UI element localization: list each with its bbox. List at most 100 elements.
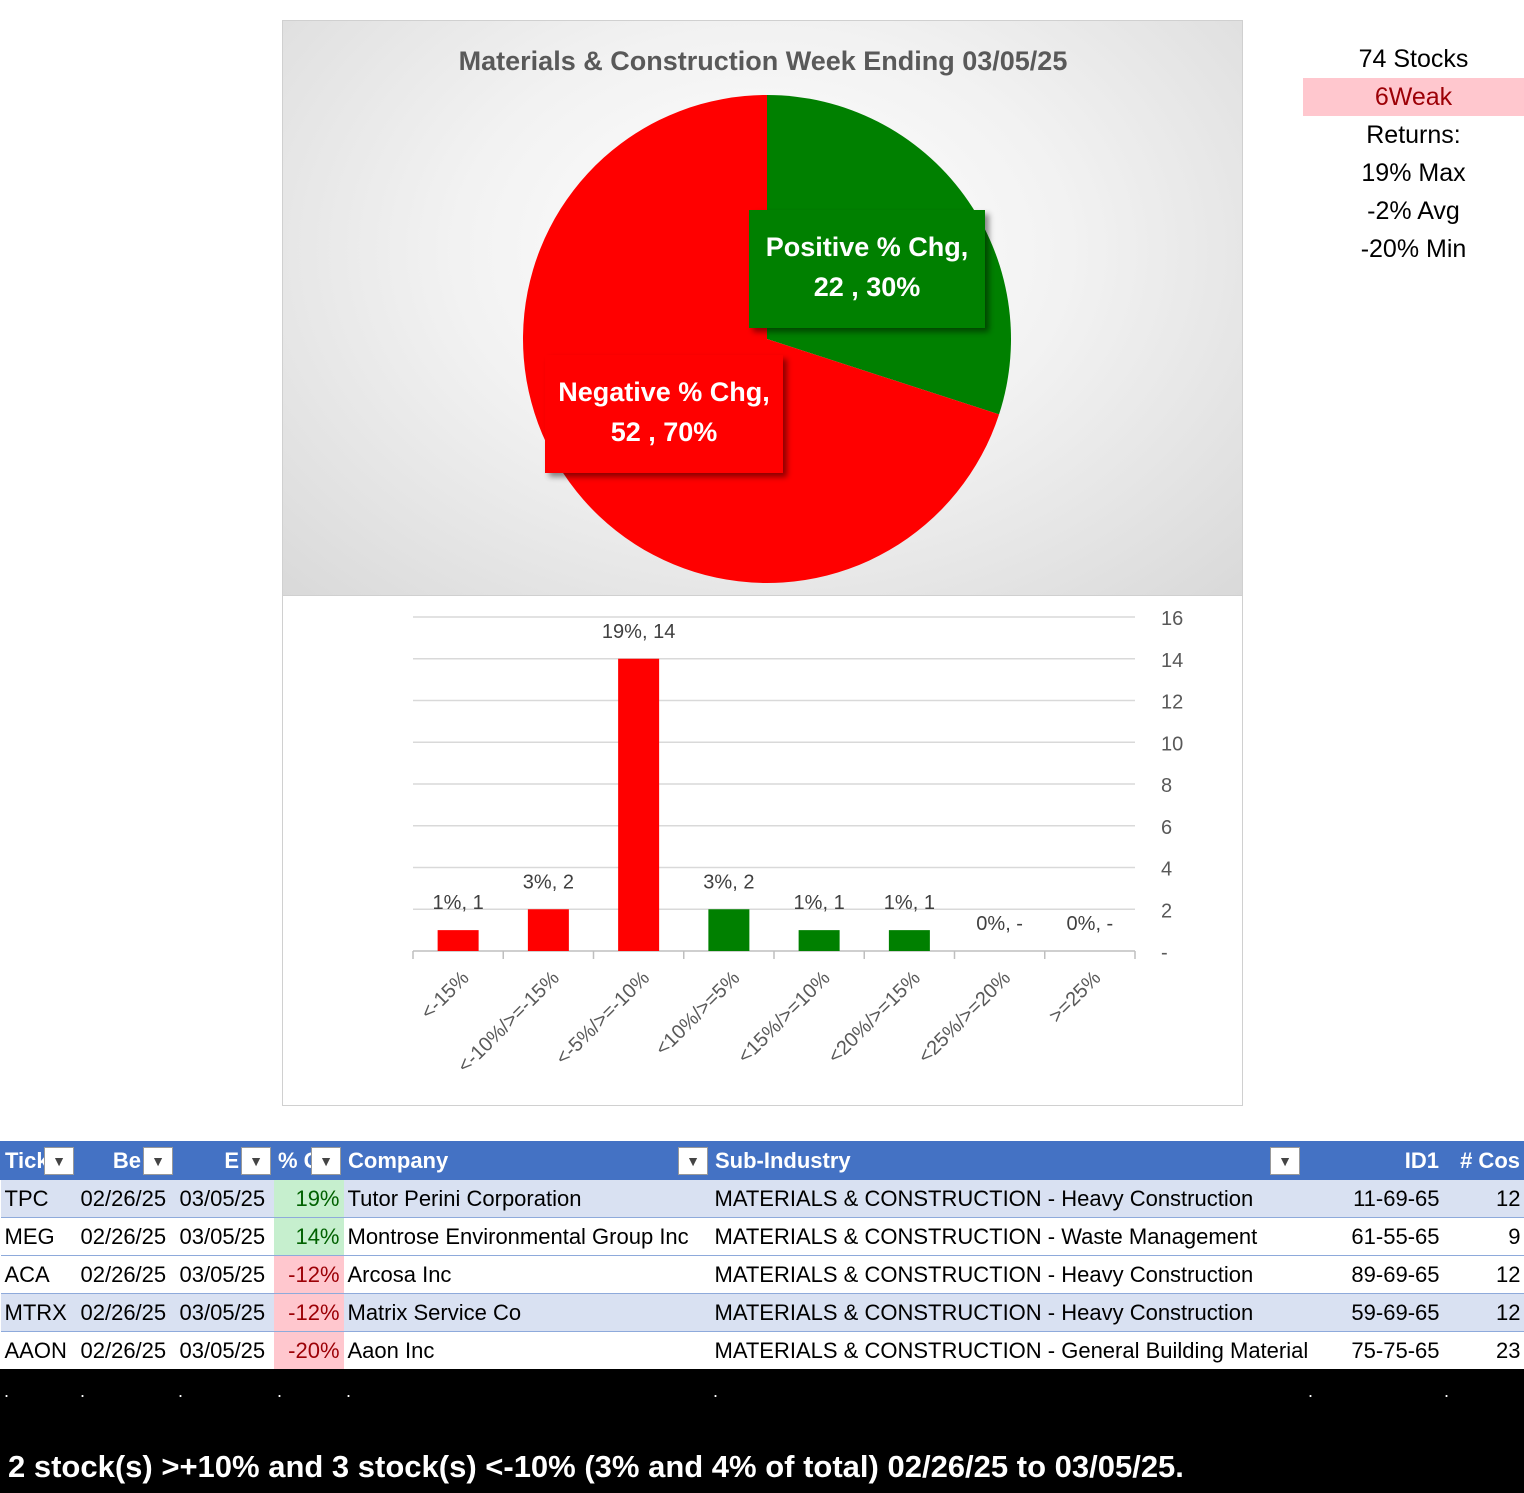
pie-data-label: Negative % Chg, (558, 377, 770, 407)
col-header-pct-change[interactable]: % C ▼ (273, 1141, 344, 1180)
cell-company: Tutor Perini Corporation (343, 1179, 711, 1218)
col-header-id1[interactable]: ID1 (1306, 1141, 1452, 1180)
cell-ticker: MTRX (0, 1293, 77, 1332)
cell-company: Montrose Environmental Group Inc (343, 1217, 711, 1256)
x-category-label: <10%/>=5% (651, 967, 744, 1060)
summary-footer: . . . . . . . . 2 stock(s) >+10% and 3 s… (0, 1369, 1524, 1493)
cell-pct-change: 19% (273, 1179, 344, 1218)
y-tick-label: 4 (1161, 859, 1172, 881)
col-header-begin[interactable]: Be ▼ (76, 1141, 176, 1180)
returns-min: -20% Min (1360, 235, 1467, 263)
col-header-company[interactable]: Company ▼ (343, 1141, 711, 1180)
cell-id1: 59-69-65 (1306, 1293, 1452, 1332)
cell-ticker: TPC (0, 1179, 77, 1218)
cell-ticker: MEG (0, 1217, 77, 1256)
cell-end-date: 03/05/25 (175, 1255, 274, 1294)
x-category-label: <25%/>=20% (914, 967, 1015, 1068)
x-category-label: <15%/>=10% (734, 967, 835, 1068)
filter-dropdown-icon[interactable]: ▼ (311, 1147, 341, 1175)
pie-label-box (749, 210, 985, 328)
bar (527, 909, 569, 951)
table-row[interactable]: MEG 02/26/25 03/05/25 14% Montrose Environme… (0, 1217, 1524, 1256)
cell-num-cos: 9 (1451, 1217, 1524, 1256)
returns-max: 19% Max (1361, 159, 1466, 187)
cell-id1: 89-69-65 (1306, 1255, 1452, 1294)
bar-data-label: 19%, 14 (602, 621, 675, 643)
pie-chart-panel: Materials & Construction Week Ending 03/… (282, 20, 1243, 596)
x-category-label: <20%/>=15% (824, 967, 925, 1068)
cell-sub-industry: MATERIALS & CONSTRUCTION - Waste Managem… (710, 1217, 1307, 1256)
strength-badge: 6Weak (1303, 78, 1524, 116)
table-row[interactable]: AAON 02/26/25 03/05/25 -20% Aaon Inc MATERIAL… (0, 1331, 1524, 1370)
cell-end-date: 03/05/25 (175, 1331, 274, 1370)
footer-dot: . (346, 1381, 352, 1401)
y-tick-label: 16 (1161, 608, 1183, 630)
cell-end-date: 03/05/25 (175, 1179, 274, 1218)
cell-pct-change: 14% (273, 1217, 344, 1256)
col-header-end[interactable]: E ▼ (175, 1141, 274, 1180)
cell-pct-change: -20% (273, 1331, 344, 1370)
filter-dropdown-icon[interactable]: ▼ (241, 1147, 271, 1175)
pie-chart: Materials & Construction Week Ending 03/… (459, 46, 1067, 584)
cell-begin-date: 02/26/25 (76, 1179, 176, 1218)
y-tick-label: 6 (1161, 817, 1172, 839)
table-row[interactable]: ACA 02/26/25 03/05/25 -12% Arcosa Inc MATERIA… (0, 1255, 1524, 1294)
cell-id1: 11-69-65 (1306, 1179, 1452, 1218)
cell-ticker: AAON (0, 1331, 77, 1370)
cell-num-cos: 23 (1451, 1331, 1524, 1370)
bar (798, 930, 840, 951)
cell-id1: 75-75-65 (1306, 1331, 1452, 1370)
y-tick-label: - (1161, 942, 1168, 964)
summary-text: 2 stock(s) >+10% and 3 stock(s) <-10% (3… (8, 1449, 1184, 1484)
filter-dropdown-icon[interactable]: ▼ (678, 1147, 708, 1175)
cell-begin-date: 02/26/25 (76, 1255, 176, 1294)
pie-data-label: Positive % Chg, (766, 232, 969, 262)
table-row[interactable]: TPC 02/26/25 03/05/25 19% Tutor Perini Corpo… (0, 1179, 1524, 1218)
footer-dot: . (1444, 1381, 1450, 1401)
pie-label-box (545, 355, 783, 473)
cell-begin-date: 02/26/25 (76, 1217, 176, 1256)
cell-company: Aaon Inc (343, 1331, 711, 1370)
bar-data-label: 0%, - (976, 913, 1023, 935)
filter-dropdown-icon[interactable]: ▼ (1270, 1147, 1300, 1175)
returns-label: Returns: (1366, 121, 1461, 149)
y-tick-label: 14 (1161, 650, 1183, 672)
footer-dot: . (178, 1381, 184, 1401)
bar (888, 930, 930, 951)
cell-end-date: 03/05/25 (175, 1217, 274, 1256)
bar-data-label: 3%, 2 (523, 871, 574, 893)
x-category-label: <-15% (417, 967, 474, 1024)
footer-dot: . (277, 1381, 283, 1401)
x-category-label: <-5%/>=-10% (552, 967, 655, 1070)
col-header-num-cos[interactable]: # Cos (1451, 1141, 1524, 1180)
cell-pct-change: -12% (273, 1293, 344, 1332)
filter-dropdown-icon[interactable]: ▼ (143, 1147, 173, 1175)
y-tick-label: 8 (1161, 775, 1172, 797)
cell-end-date: 03/05/25 (175, 1293, 274, 1332)
cell-num-cos: 12 (1451, 1293, 1524, 1332)
col-header-ticker[interactable]: Tick ▼ (0, 1141, 77, 1180)
cell-sub-industry: MATERIALS & CONSTRUCTION - Heavy Constru… (710, 1293, 1307, 1332)
bar-chart-panel: -2 4 6 8 10 12 14 16 1%, 1 <-15% 3%, 2 <-10%/>=-15%… (282, 596, 1243, 1106)
y-tick-label: 12 (1161, 692, 1183, 714)
table-row[interactable]: MTRX 02/26/25 03/05/25 -12% Matrix Service C… (0, 1293, 1524, 1332)
returns-avg: -2% Avg (1367, 197, 1460, 225)
cell-pct-change: -12% (273, 1255, 344, 1294)
bar-data-label: 3%, 2 (703, 871, 754, 893)
y-tick-label: 10 (1161, 733, 1183, 755)
pie-data-label: 52 , 70% (611, 417, 718, 447)
bar (708, 909, 750, 951)
table-header-row: Tick ▼ Be ▼ E ▼ % C ▼ Company ▼ Sub-Industry ▼… (0, 1141, 1524, 1180)
cell-num-cos: 12 (1451, 1255, 1524, 1294)
stock-count: 74 Stocks (1358, 45, 1469, 73)
stocks-table: Tick ▼ Be ▼ E ▼ % C ▼ Company ▼ Sub-Industry ▼… (0, 1141, 1524, 1370)
pie-data-label: 22 , 30% (814, 272, 921, 302)
cell-company: Arcosa Inc (343, 1255, 711, 1294)
cell-num-cos: 12 (1451, 1179, 1524, 1218)
cell-sub-industry: MATERIALS & CONSTRUCTION - Heavy Constru… (710, 1255, 1307, 1294)
footer-dot: . (713, 1381, 719, 1401)
filter-dropdown-icon[interactable]: ▼ (44, 1147, 74, 1175)
col-header-sub-industry[interactable]: Sub-Industry ▼ (710, 1141, 1307, 1180)
stats-box: 74 Stocks 6Weak Returns: 19% Max -2% Avg… (1303, 40, 1524, 268)
